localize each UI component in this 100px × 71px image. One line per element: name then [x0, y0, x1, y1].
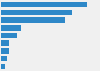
Bar — [1, 64, 5, 69]
Bar — [1, 33, 17, 38]
Bar — [1, 10, 72, 15]
Bar — [1, 40, 10, 46]
Bar — [1, 25, 21, 31]
Bar — [1, 2, 87, 7]
Bar — [1, 48, 9, 54]
Bar — [1, 56, 7, 61]
Bar — [1, 17, 65, 23]
